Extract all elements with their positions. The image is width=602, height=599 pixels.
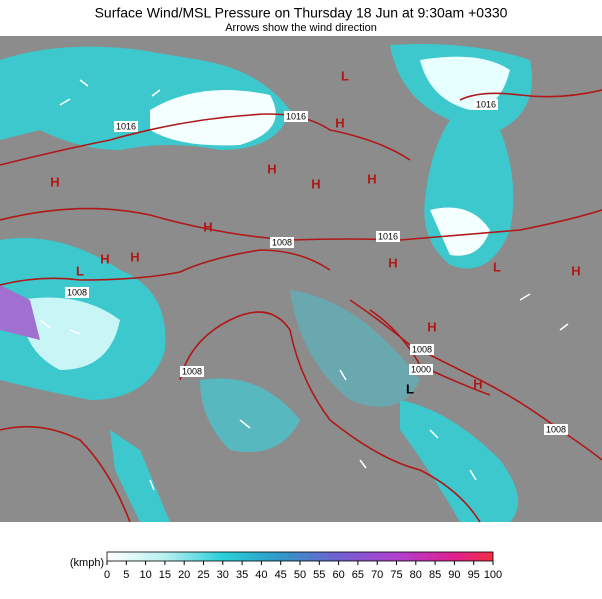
- isobar-label: 1016: [286, 111, 306, 121]
- map: [0, 36, 602, 523]
- legend-unit: (kmph): [70, 557, 104, 569]
- colorbar-label: 80: [410, 569, 422, 581]
- pressure-center: H: [267, 161, 276, 176]
- isobar-label: 1016: [476, 99, 496, 109]
- pressure-center: L: [406, 381, 414, 396]
- colorbar-label: 15: [159, 569, 171, 581]
- colorbar-label: 5: [123, 569, 129, 581]
- colorbar-label: 85: [429, 569, 441, 581]
- colorbar-label: 60: [332, 569, 344, 581]
- pressure-center: H: [311, 176, 320, 191]
- legend: (kmph) 0 5 10 15 20 25 30 35 40 45 50 55 60 65 70 75 80 8…: [70, 551, 502, 581]
- pressure-center: H: [388, 255, 397, 270]
- isobar-label: 1008: [182, 366, 202, 376]
- colorbar: [106, 551, 494, 562]
- colorbar-label: 95: [468, 569, 480, 581]
- colorbar-label: 30: [217, 569, 229, 581]
- isobar-labels: 1016 1016 1016 1016 1008 1008 1008 1008 …: [65, 99, 568, 435]
- isobar-label: 1008: [412, 344, 432, 354]
- isobar-label: 1008: [546, 424, 566, 434]
- pressure-center: H: [367, 171, 376, 186]
- pressure-center: H: [203, 219, 212, 234]
- isobar-label: 1000: [411, 364, 431, 374]
- pressure-center: H: [50, 174, 59, 189]
- pressure-center: L: [76, 263, 84, 278]
- colorbar-label: 20: [178, 569, 190, 581]
- pressure-center: H: [427, 319, 436, 334]
- colorbar-label: 90: [448, 569, 460, 581]
- colorbar-label: 70: [371, 569, 383, 581]
- colorbar-label: 40: [255, 569, 267, 581]
- colorbar-label: 10: [139, 569, 151, 581]
- pressure-center: L: [341, 68, 349, 83]
- colorbar-label: 0: [104, 569, 110, 581]
- colorbar-label: 45: [275, 569, 287, 581]
- pressure-center: H: [571, 263, 580, 278]
- colorbar-label: 35: [236, 569, 248, 581]
- colorbar-label: 50: [294, 569, 306, 581]
- pressure-center: L: [493, 259, 501, 274]
- isobar-label: 1016: [116, 121, 136, 131]
- colorbar-label: 65: [352, 569, 364, 581]
- title: Surface Wind/MSL Pressure on Thursday 18…: [95, 5, 508, 21]
- subtitle: Arrows show the wind direction: [225, 22, 377, 34]
- pressure-center: H: [130, 249, 139, 264]
- pressure-center: H: [473, 376, 482, 391]
- isobar-label: 1008: [67, 287, 87, 297]
- isobar-label: 1008: [272, 237, 292, 247]
- colorbar-label: 100: [484, 569, 502, 581]
- colorbar-label: 25: [197, 569, 209, 581]
- pressure-centers: L L L L H H H H H H H H H H H H: [50, 68, 580, 396]
- pressure-center: H: [335, 115, 344, 130]
- pressure-center: H: [100, 251, 109, 266]
- colorbar-label: 75: [390, 569, 402, 581]
- isobar-label: 1016: [378, 231, 398, 241]
- colorbar-label: 55: [313, 569, 325, 581]
